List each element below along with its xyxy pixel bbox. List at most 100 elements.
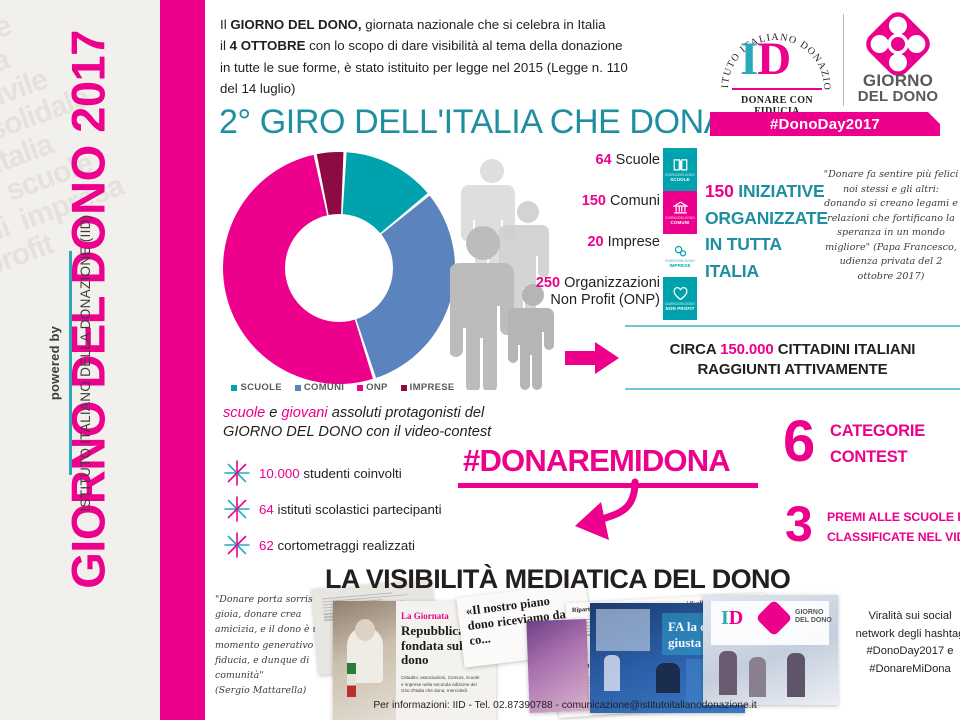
section-title: 2° GIRO DELL'ITALIA CHE DONA bbox=[219, 103, 727, 141]
gears-icon bbox=[673, 244, 688, 258]
stat-row: 64 Scuole bbox=[535, 152, 660, 193]
badge-top-label: GIORNODELDONO bbox=[665, 301, 695, 306]
badge-label: COMUNI bbox=[670, 219, 690, 225]
hashtag-ribbon-label: #DonoDay2017 bbox=[770, 115, 880, 133]
divider-above-circa bbox=[625, 325, 960, 327]
iniziative-number: 150 bbox=[705, 181, 734, 201]
iniziative-word: INIZIATIVE bbox=[738, 181, 825, 201]
intro-line1-post: giornata nazionale che si celebra in Ita… bbox=[361, 17, 606, 32]
legend-swatch bbox=[231, 384, 238, 391]
badge-comuni: GIORNODELDONO COMUNI bbox=[663, 191, 697, 234]
bullet-label: studenti coinvolti bbox=[299, 465, 402, 481]
logo-block: ISTITUTO ITALIANO DONAZIONE ID DONARE CO… bbox=[710, 8, 948, 139]
badge-non-profit: GIORNODELDONO NON PROFIT bbox=[663, 277, 697, 320]
donaremidona-hashtag: #DONAREMIDONA bbox=[463, 443, 731, 478]
iniziative-line2: ORGANIZZATE bbox=[705, 207, 828, 228]
premi-number: 3 bbox=[785, 496, 813, 552]
legend-item-scuole: SCUOLE bbox=[231, 382, 282, 393]
clipping-body: Cittadini, associazioni, Comuni, scuole … bbox=[401, 674, 480, 694]
badge-label: NON PROFIT bbox=[665, 305, 695, 311]
person-icon-2 bbox=[499, 201, 549, 335]
intro-line1-pre: Il bbox=[220, 17, 231, 32]
iid-arc-text: ISTITUTO ITALIANO DONAZIONE bbox=[718, 14, 831, 91]
badge-top-label: GIORNODELDONO bbox=[665, 172, 695, 177]
papa-quote-text: "Donare fa sentire più felici noi stessi… bbox=[823, 169, 959, 253]
intro-line2-bold: 4 OTTOBRE bbox=[229, 38, 306, 54]
stats-list: 64 Scuole 150 Comuni 20 Imprese 250 Organiz… bbox=[535, 152, 660, 316]
circa-pre: CIRCA bbox=[669, 341, 721, 358]
bullet-text: 64 istituti scolastici partecipanti bbox=[259, 502, 442, 517]
main-content: Il GIORNO DEL DONO, giornata nazionale c… bbox=[205, 0, 960, 720]
intro-line3: in tutte le sue forme, è stato istituito… bbox=[220, 59, 628, 75]
institute-name: ISTITUTO ITALIANO DELLA DONAZIONE (IID) bbox=[78, 214, 93, 512]
stat-label-2: Non Profit (ONP) bbox=[550, 292, 660, 309]
clipping-headline: Repubblica fondata sul dono bbox=[401, 623, 465, 668]
categorie-line1: CATEGORIE bbox=[830, 422, 926, 440]
categorie-labels: CATEGORIE CONTEST bbox=[830, 419, 925, 470]
intro-paragraph: Il GIORNO DEL DONO, giornata nazionale c… bbox=[220, 14, 700, 99]
bullet-text: 62 cortometraggi realizzati bbox=[259, 538, 415, 553]
hashtag-underline bbox=[458, 483, 758, 488]
stat-row: 250 Organizzazioni Non Profit (ONP) bbox=[535, 275, 660, 316]
contest-bullet: 62 cortometraggi realizzati bbox=[223, 527, 523, 563]
legend-item-comuni: COMUNI bbox=[294, 382, 344, 393]
clipping-kicker: La Giornata bbox=[401, 611, 449, 621]
categorie-line2: CONTEST bbox=[830, 447, 908, 466]
chart-legend: SCUOLE COMUNI ONP IMPRESE bbox=[223, 382, 463, 393]
brand-wordmark: GIORNO DEL DONO bbox=[850, 72, 946, 105]
book-icon bbox=[673, 158, 688, 172]
lead-rest: assoluti protagonisti del bbox=[327, 405, 485, 421]
bullet-number: 62 bbox=[259, 537, 274, 553]
curved-arrow-icon bbox=[575, 478, 639, 540]
starburst-icon bbox=[223, 531, 251, 559]
premi-line1: PREMI ALLE SCUOLE PRIME bbox=[827, 510, 960, 524]
categorie-number: 6 bbox=[783, 409, 816, 474]
lead-pink-giovani: giovani bbox=[281, 405, 328, 421]
stat-number: 150 bbox=[581, 193, 606, 209]
contest-bullet: 64 istituti scolastici partecipanti bbox=[223, 491, 523, 527]
circa-banner: CIRCA 150.000 CITTADINI ITALIANI RAGGIUN… bbox=[625, 340, 960, 381]
contest-lead: scuole e giovani assoluti protagonisti d… bbox=[223, 404, 523, 443]
legend-swatch bbox=[294, 384, 301, 391]
clipping-repubblica: La Giornata Repubblica fondata sul dono … bbox=[333, 601, 496, 720]
powered-by-label: powered by bbox=[47, 325, 62, 401]
legend-label: ONP bbox=[366, 382, 388, 393]
lead-line2: GIORNO DEL DONO con il video-contest bbox=[223, 424, 492, 441]
circa-number: 150.000 bbox=[720, 341, 774, 358]
left-banner: dono di condivisione civica carta uffici… bbox=[0, 0, 160, 720]
stat-label: Comuni bbox=[606, 193, 660, 209]
circa-post: CITTADINI ITALIANI bbox=[773, 341, 916, 358]
papa-francesco-quote: "Donare fa sentire più felici noi stessi… bbox=[823, 168, 959, 285]
contest-bullets: 10.000 studenti coinvolti 64 istituti sco… bbox=[223, 455, 523, 563]
arrow-right-icon bbox=[565, 342, 619, 374]
legend-item-onp: ONP bbox=[357, 382, 388, 393]
person-icon-4 bbox=[508, 284, 554, 390]
intro-line1-bold: GIORNO DEL DONO, bbox=[230, 17, 362, 32]
hashtag-ribbon: #DonoDay2017 bbox=[710, 112, 940, 136]
starburst-icon bbox=[223, 459, 251, 487]
badge-top-label: GIORNODELDONO bbox=[665, 258, 695, 263]
donut-chart bbox=[223, 152, 455, 384]
legend-item-imprese: IMPRESE bbox=[400, 382, 455, 393]
lead-pink-scuole: scuole bbox=[223, 405, 266, 421]
banner-divider bbox=[69, 251, 72, 475]
bullet-number: 64 bbox=[259, 501, 274, 517]
category-badges: GIORNODELDONO SCUOLE GIORNODELDONO COMUNI GI… bbox=[663, 148, 697, 320]
mattarella-quote: "Donare porta sorrisi e gioia, donare cr… bbox=[215, 592, 337, 699]
giorno-del-dono-logo: GIORNO DEL DONO bbox=[850, 10, 946, 112]
badge-label: SCUOLE bbox=[670, 176, 690, 182]
divider-below-circa bbox=[625, 388, 960, 390]
heart-icon bbox=[673, 286, 688, 301]
stat-number: 20 bbox=[587, 234, 604, 250]
intro-line2-post: con lo scopo di dare visibilità al tema … bbox=[305, 38, 623, 54]
bullet-label: istituti scolastici partecipanti bbox=[273, 501, 442, 517]
people-silhouettes bbox=[450, 159, 554, 390]
papa-quote-attribution: (Papa Francesco, udienza privata del 2 o… bbox=[839, 241, 957, 283]
footer-contact: Per informazioni: IID - Tel. 02.87390788… bbox=[373, 700, 757, 711]
legend-swatch bbox=[357, 384, 364, 391]
intro-line4: del 14 luglio) bbox=[220, 80, 296, 96]
lead-mid: e bbox=[265, 405, 282, 421]
stat-row: 20 Imprese bbox=[535, 234, 660, 275]
logo-underline bbox=[732, 88, 822, 90]
